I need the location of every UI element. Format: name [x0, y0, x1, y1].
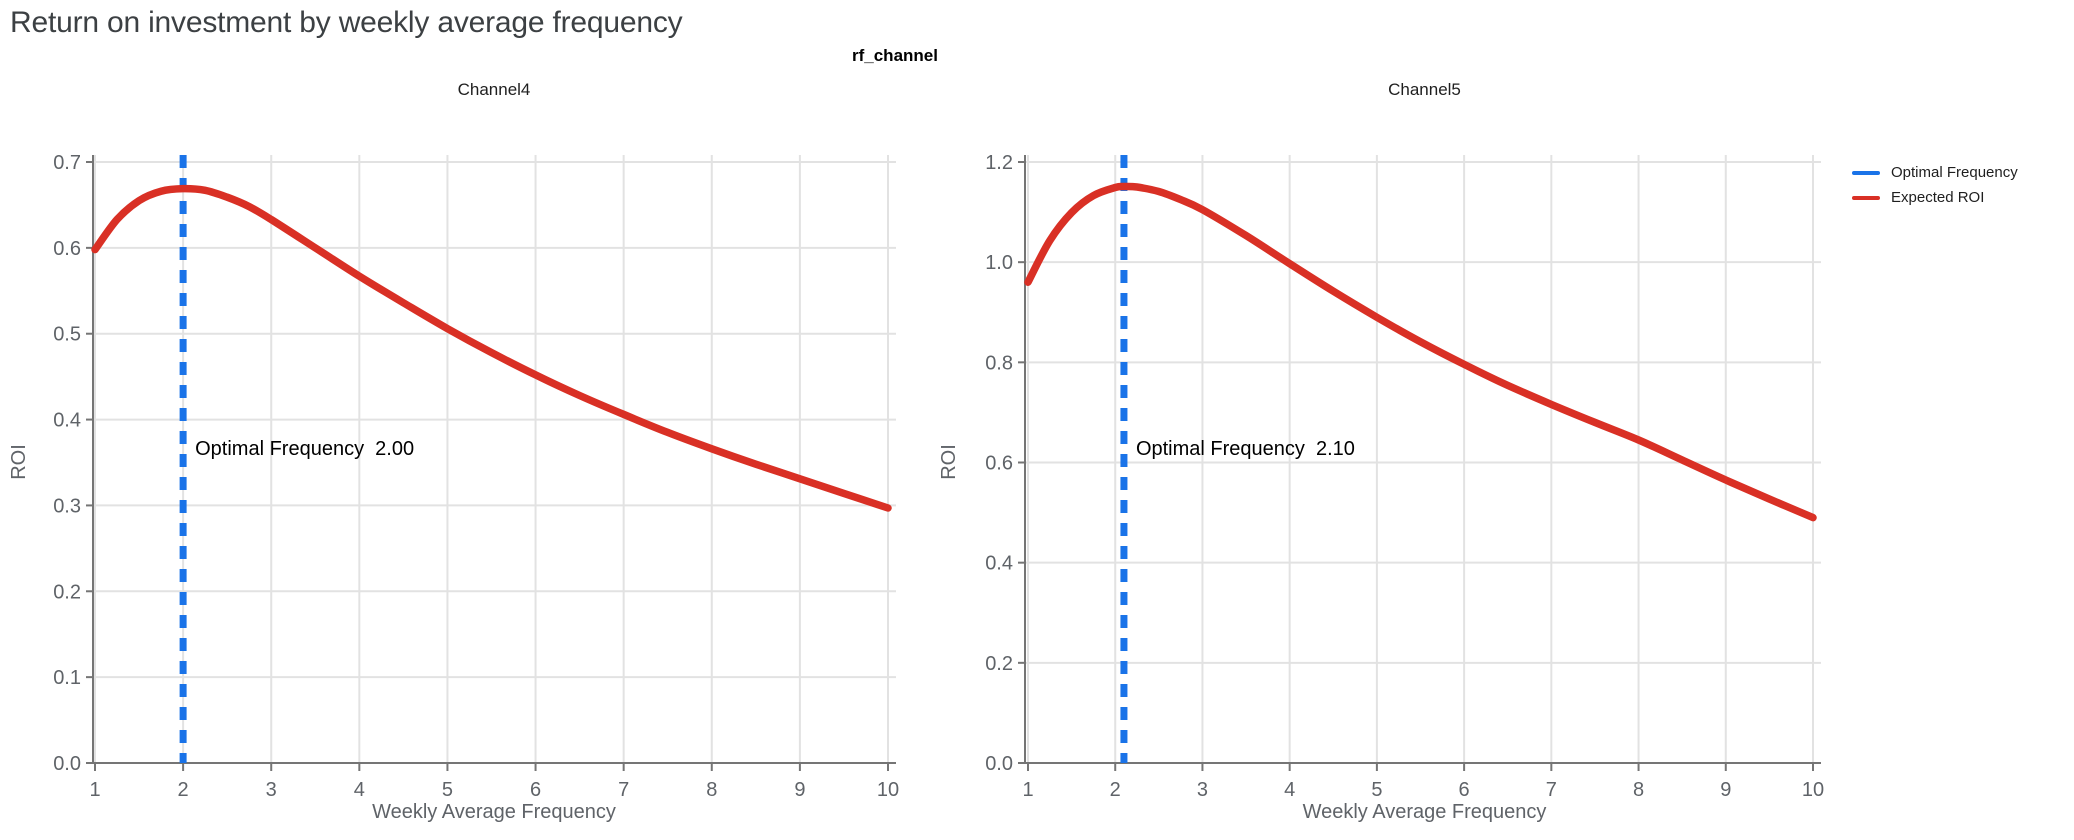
- x-tick-label: 10: [1802, 779, 1824, 801]
- legend-item-expected-roi: Expected ROI: [1852, 185, 2018, 210]
- legend: Optimal Frequency Expected ROI: [1852, 160, 2018, 210]
- x-tick-label: 6: [1459, 779, 1470, 801]
- panel-title-channel4: Channel4: [457, 80, 531, 99]
- x-tick-label: 1: [1022, 779, 1033, 801]
- y-tick-label: 0.7: [53, 152, 81, 174]
- y-tick-label: 0.4: [985, 553, 1013, 575]
- y-tick-label: 1.2: [985, 152, 1013, 174]
- x-tick-label: 2: [178, 779, 189, 801]
- y-tick-label: 0.2: [985, 653, 1013, 675]
- legend-item-optimal-frequency: Optimal Frequency: [1852, 160, 2018, 185]
- x-tick-label: 8: [1633, 779, 1644, 801]
- expected-roi-curve: [91, 184, 892, 512]
- y-tick-label: 1.0: [985, 252, 1013, 274]
- y-tick-label: 0.5: [53, 324, 81, 346]
- y-tick-label: 0.3: [53, 495, 81, 517]
- optimal-frequency-annotation-channel5: Optimal Frequency 2.10: [1135, 438, 1355, 460]
- x-tick-label: 10: [877, 779, 899, 801]
- facet-title: rf_channel: [852, 46, 938, 65]
- y-tick-label: 0.0: [53, 753, 81, 775]
- y-tick-label: 0.1: [53, 667, 81, 689]
- x-tick-label: 3: [1197, 779, 1208, 801]
- legend-label: Optimal Frequency: [1891, 164, 2018, 181]
- x-tick-label: 6: [530, 779, 541, 801]
- expected-roi-curve: [1024, 182, 1817, 522]
- optimal-frequency-annotation-channel4: Optimal Frequency 2.00: [195, 438, 415, 460]
- y-axis-title-left: ROI: [8, 444, 30, 480]
- x-tick-label: 3: [266, 779, 277, 801]
- y-tick-label: 0.4: [53, 410, 81, 432]
- expected-roi-line-swatch: [1852, 195, 1880, 200]
- y-axis-title-right: ROI: [938, 444, 960, 480]
- y-tick-label: 0.6: [53, 238, 81, 260]
- x-tick-label: 4: [1284, 779, 1295, 801]
- x-tick-label: 5: [1371, 779, 1382, 801]
- x-tick-label: 9: [1720, 779, 1731, 801]
- y-tick-label: 0.0: [985, 753, 1013, 775]
- x-tick-label: 8: [706, 779, 717, 801]
- x-tick-label: 2: [1110, 779, 1121, 801]
- x-tick-label: 9: [794, 779, 805, 801]
- panel-title-channel5: Channel5: [1388, 80, 1461, 99]
- optimal-frequency-line-swatch: [1852, 170, 1880, 175]
- y-tick-label: 0.8: [985, 352, 1013, 374]
- x-axis-title-left: Weekly Average Frequency: [372, 801, 616, 823]
- x-tick-label: 4: [354, 779, 365, 801]
- legend-label: Expected ROI: [1891, 189, 1985, 206]
- page-title: Return on investment by weekly average f…: [10, 6, 683, 39]
- x-tick-label: 1: [89, 779, 100, 801]
- x-tick-label: 7: [1546, 779, 1557, 801]
- x-tick-label: 7: [618, 779, 629, 801]
- x-tick-label: 5: [442, 779, 453, 801]
- x-axis-title-right: Weekly Average Frequency: [1302, 801, 1547, 823]
- y-tick-label: 0.6: [985, 453, 1013, 475]
- y-tick-label: 0.2: [53, 581, 81, 603]
